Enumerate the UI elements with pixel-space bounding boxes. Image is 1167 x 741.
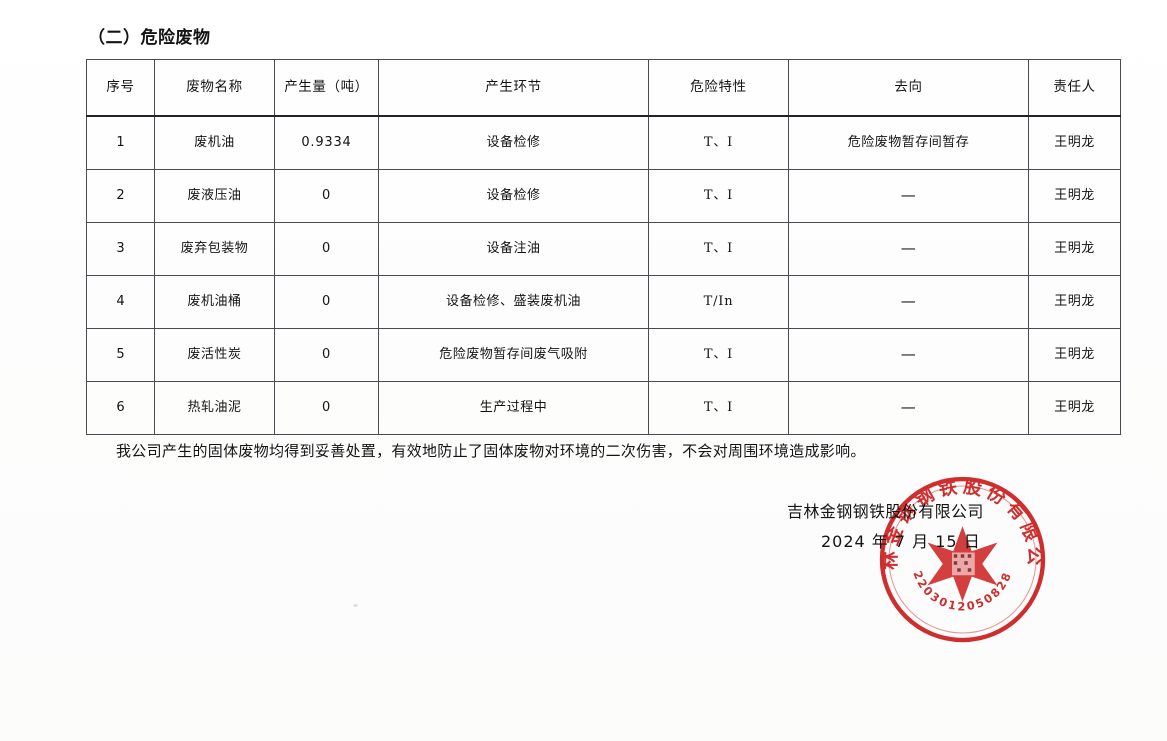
cell-hazard: T、I xyxy=(648,381,789,435)
closing-paragraph: 我公司产生的固体废物均得到妥善处置，有效地防止了固体废物对环境的二次伤害，不会对… xyxy=(116,442,866,460)
signature-block: 吉林金钢钢铁股份有限公司 2024 年 7 月 15 日 xyxy=(787,497,1117,558)
cell-stage: 设备检修、盛装废机油 xyxy=(378,275,649,329)
column-header-amount: 产生量（吨） xyxy=(274,59,379,117)
cell-stage: 设备检修 xyxy=(378,115,649,170)
cell-index: 1 xyxy=(86,115,155,170)
table-row: 4 废机油桶 0 设备检修、盛装废机油 T/In — 王明龙 xyxy=(86,275,1121,329)
cell-name: 废液压油 xyxy=(154,169,275,223)
cell-owner: 王明龙 xyxy=(1028,381,1121,435)
cell-amount: 0.9334 xyxy=(274,115,379,170)
hazardous-waste-table: 序号 废物名称 产生量（吨） 产生环节 危险特性 去向 责任人 1 废机油 0.… xyxy=(86,59,1121,435)
cell-owner: 王明龙 xyxy=(1028,275,1121,329)
hazardous-waste-table-container: 序号 废物名称 产生量（吨） 产生环节 危险特性 去向 责任人 1 废机油 0.… xyxy=(86,59,1121,435)
table-header: 序号 废物名称 产生量（吨） 产生环节 危险特性 去向 责任人 xyxy=(86,59,1121,117)
table-header-row: 序号 废物名称 产生量（吨） 产生环节 危险特性 去向 责任人 xyxy=(86,59,1121,117)
cell-destination: — xyxy=(788,169,1029,223)
table-row: 2 废液压油 0 设备检修 T、I — 王明龙 xyxy=(86,169,1121,223)
cell-name: 热轧油泥 xyxy=(154,381,275,435)
cell-owner: 王明龙 xyxy=(1028,222,1121,276)
cell-destination: — xyxy=(788,381,1029,435)
cell-owner: 王明龙 xyxy=(1028,169,1121,223)
cell-destination: — xyxy=(788,275,1029,329)
cell-amount: 0 xyxy=(274,222,379,276)
table-row: 5 废活性炭 0 危险废物暂存间废气吸附 T、I — 王明龙 xyxy=(86,328,1121,382)
section-heading: （二）危险废物 xyxy=(88,28,211,48)
scan-artifact-speck xyxy=(353,604,358,607)
table-row: 3 废弃包装物 0 设备注油 T、I — 王明龙 xyxy=(86,222,1121,276)
svg-text:2203012050828: 2203012050828 xyxy=(910,569,1014,613)
cell-stage: 危险废物暂存间废气吸附 xyxy=(378,328,649,382)
table-row: 1 废机油 0.9334 设备检修 T、I 危险废物暂存间暂存 王明龙 xyxy=(86,115,1121,170)
cell-stage: 生产过程中 xyxy=(378,381,649,435)
cell-hazard: T、I xyxy=(648,222,789,276)
signature-company-name: 吉林金钢钢铁股份有限公司 xyxy=(787,502,984,521)
cell-owner: 王明龙 xyxy=(1028,115,1121,170)
cell-index: 3 xyxy=(86,222,155,276)
column-header-owner: 责任人 xyxy=(1028,59,1121,117)
table-row: 6 热轧油泥 0 生产过程中 T、I — 王明龙 xyxy=(86,381,1121,435)
table-body: 1 废机油 0.9334 设备检修 T、I 危险废物暂存间暂存 王明龙 2 废液… xyxy=(86,115,1121,435)
cell-amount: 0 xyxy=(274,381,379,435)
cell-hazard: T、I xyxy=(648,328,789,382)
column-header-hazard: 危险特性 xyxy=(648,59,789,117)
column-header-name: 废物名称 xyxy=(154,59,275,117)
cell-stage: 设备检修 xyxy=(378,169,649,223)
cell-hazard: T、I xyxy=(648,169,789,223)
cell-amount: 0 xyxy=(274,328,379,382)
cell-name: 废活性炭 xyxy=(154,328,275,382)
cell-index: 4 xyxy=(86,275,155,329)
cell-owner: 王明龙 xyxy=(1028,328,1121,382)
cell-destination: — xyxy=(788,328,1029,382)
cell-index: 2 xyxy=(86,169,155,223)
column-header-index: 序号 xyxy=(86,59,155,117)
column-header-stage: 产生环节 xyxy=(378,59,649,117)
cell-index: 5 xyxy=(86,328,155,382)
cell-name: 废机油 xyxy=(154,115,275,170)
cell-amount: 0 xyxy=(274,275,379,329)
cell-destination: — xyxy=(788,222,1029,276)
column-header-destination: 去向 xyxy=(788,59,1029,117)
cell-index: 6 xyxy=(86,381,155,435)
cell-name: 废弃包装物 xyxy=(154,222,275,276)
cell-stage: 设备注油 xyxy=(378,222,649,276)
cell-hazard: T、I xyxy=(648,115,789,170)
cell-destination: 危险废物暂存间暂存 xyxy=(788,115,1029,170)
signature-date: 2024 年 7 月 15 日 xyxy=(821,532,981,552)
cell-amount: 0 xyxy=(274,169,379,223)
cell-hazard: T/In xyxy=(648,275,789,329)
cell-name: 废机油桶 xyxy=(154,275,275,329)
